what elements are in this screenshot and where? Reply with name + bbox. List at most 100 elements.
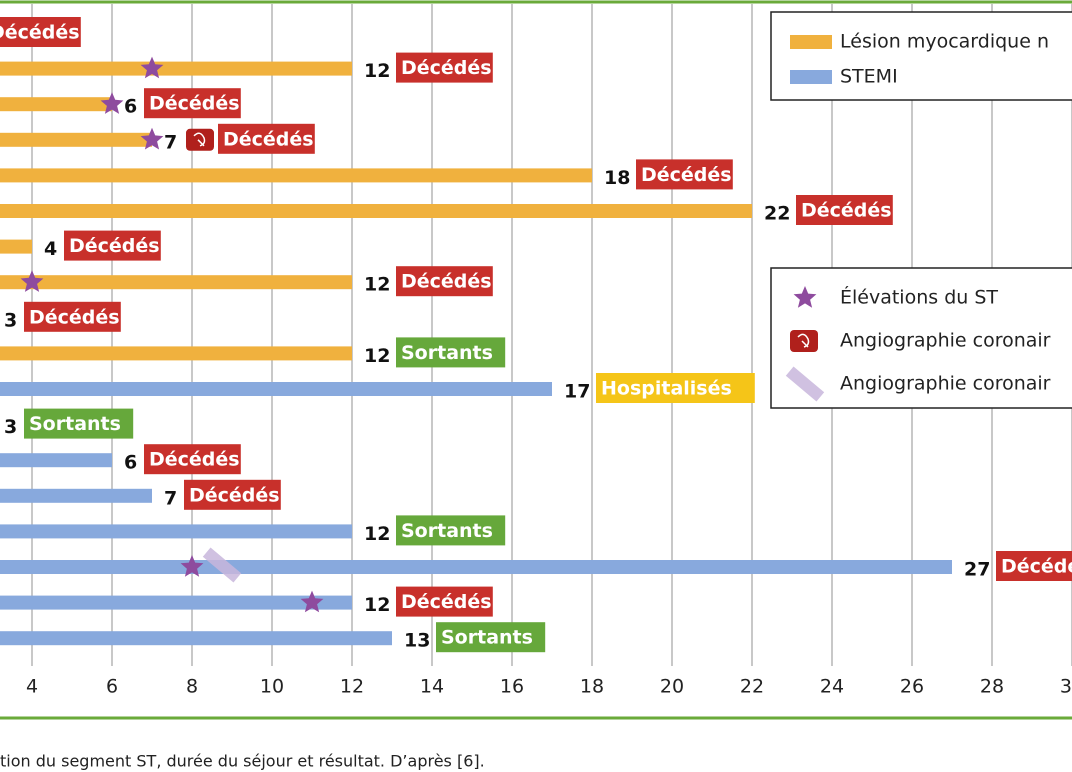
outcome-box <box>218 123 315 154</box>
x-tick-label: 14 <box>420 676 444 698</box>
angiography-glyph <box>193 132 206 147</box>
st-elevation-star <box>180 555 204 577</box>
value-label: 12 <box>364 274 390 296</box>
outcome-box <box>396 266 493 297</box>
bar <box>0 275 352 290</box>
outcome-label: Décédés <box>1001 556 1072 578</box>
value-label: 7 <box>164 131 177 153</box>
outcome-box <box>436 622 546 653</box>
outcome-box <box>396 337 506 368</box>
angiography-stent-icon <box>785 366 825 402</box>
angiography-glyph <box>797 333 810 348</box>
legend-label: Élévations du ST <box>840 286 998 309</box>
value-label: 17 <box>564 381 590 403</box>
x-tick-label: 26 <box>900 676 924 698</box>
outcome-label: Décédés <box>401 57 492 79</box>
outcome-label: Décédés <box>149 93 240 115</box>
value-label: 7 <box>164 487 177 509</box>
bar <box>0 560 952 574</box>
value-label: 12 <box>364 60 390 82</box>
outcome-label: Décédés <box>189 484 280 506</box>
legend-box <box>770 267 1072 409</box>
outcome-box <box>24 408 134 439</box>
x-tick-label: 16 <box>500 676 524 698</box>
bar <box>0 453 112 468</box>
value-label: 6 <box>124 452 137 474</box>
angiography-box <box>790 330 818 352</box>
value-label: 12 <box>364 594 390 616</box>
outcome-box <box>24 301 121 332</box>
outcome-box <box>64 230 161 261</box>
value-label: 6 <box>124 96 137 118</box>
legend-label: Lésion myocardique n <box>840 31 1049 53</box>
bar <box>0 382 552 396</box>
bar <box>0 204 752 218</box>
outcome-box <box>596 373 755 403</box>
outcome-label: Décédés <box>223 128 314 150</box>
bar <box>0 239 32 254</box>
angiography-icon <box>186 128 214 151</box>
x-tick-label: 30 <box>1060 676 1072 698</box>
outcome-box <box>184 479 281 510</box>
outcome-label: Hospitalisés <box>601 378 732 400</box>
value-label: 27 <box>964 559 990 581</box>
outcome-label: Décédés <box>29 306 120 328</box>
outcome-box <box>396 515 506 546</box>
outcome-box <box>144 88 241 119</box>
legend-swatch <box>790 35 832 49</box>
x-tick-label: 10 <box>260 676 284 698</box>
bar <box>0 168 592 183</box>
outcome-box <box>0 17 81 47</box>
outcome-box <box>396 586 493 617</box>
outcome-label: Décédés <box>801 200 892 222</box>
legend-label: STEMI <box>840 66 898 88</box>
bar <box>0 97 112 112</box>
outcome-box <box>144 444 241 475</box>
value-label: 12 <box>364 345 390 367</box>
x-tick-label: 28 <box>980 676 1004 698</box>
st-elevation-star <box>793 286 817 308</box>
angiography-box <box>186 128 214 151</box>
outcome-label: Sortants <box>401 342 493 364</box>
x-tick-label: 8 <box>186 676 198 698</box>
value-label: 13 <box>404 630 430 652</box>
bar <box>0 631 392 646</box>
outcome-box <box>796 195 893 225</box>
outcome-label: Décédés <box>641 164 732 186</box>
bar <box>0 61 352 76</box>
st-elevation-star <box>20 270 44 292</box>
legend-swatch <box>790 70 832 84</box>
outcome-box <box>396 52 493 83</box>
outcome-label: Sortants <box>401 520 493 542</box>
legend-label: Angiographie coronair <box>840 373 1051 395</box>
st-elevation-star <box>140 56 164 79</box>
value-label: 22 <box>764 203 790 225</box>
value-label: 3 <box>4 416 17 438</box>
x-tick-label: 20 <box>660 676 684 698</box>
bar <box>0 132 152 147</box>
x-tick-label: 4 <box>26 676 38 698</box>
value-label: 4 <box>44 238 57 260</box>
value-label: 18 <box>604 167 630 189</box>
x-tick-label: 18 <box>580 676 604 698</box>
value-label: 3 <box>4 309 17 331</box>
x-tick-label: 24 <box>820 676 844 698</box>
caption: tion du segment ST, durée du séjour et r… <box>0 752 485 771</box>
value-label: 12 <box>364 523 390 545</box>
legend-box <box>770 11 1072 101</box>
outcome-label: Décédés <box>401 271 492 293</box>
outcome-label: Décédés <box>401 591 492 613</box>
st-elevation-star <box>100 92 124 114</box>
bar <box>0 524 352 539</box>
outcome-label: Décédés <box>69 235 160 257</box>
x-tick-label: 22 <box>740 676 764 698</box>
outcome-box <box>996 551 1072 581</box>
outcome-label: Décédés <box>0 22 80 44</box>
x-tick-label: 6 <box>106 676 118 698</box>
bar <box>0 595 352 610</box>
outcome-label: Sortants <box>29 413 121 435</box>
outcome-label: Sortants <box>441 627 533 649</box>
angiography-stent-icon <box>202 547 242 583</box>
bar <box>0 488 152 503</box>
